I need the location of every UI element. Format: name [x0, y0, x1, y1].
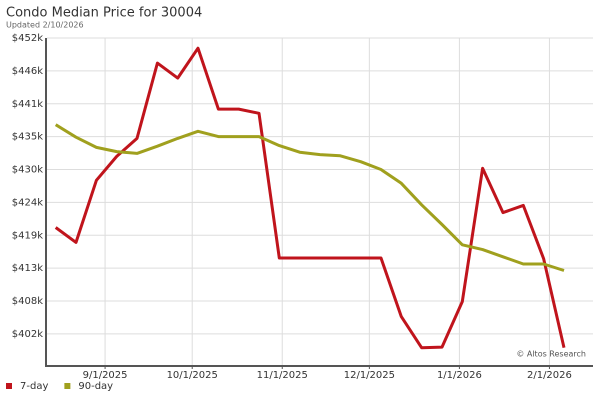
y-tick-label: $413k: [12, 263, 43, 274]
chart-subtitle: Updated 2/10/2026: [6, 21, 84, 30]
x-tick-label: 12/1/2025: [344, 370, 395, 381]
x-tick-label: 9/1/2025: [83, 370, 128, 381]
y-tick-label: $402k: [12, 329, 43, 340]
y-tick-label: $452k: [12, 33, 43, 44]
x-tick-label: 11/1/2025: [257, 370, 308, 381]
credit: © Altos Research: [516, 350, 586, 359]
y-tick-label: $430k: [12, 165, 43, 176]
y-tick-label: $408k: [12, 296, 43, 307]
legend-label: 7-day: [20, 381, 48, 392]
y-tick-label: $419k: [12, 230, 43, 241]
x-tick-label: 1/1/2026: [437, 370, 482, 381]
legend-swatch: [64, 383, 71, 389]
legend-swatch: [6, 383, 12, 389]
legend-label: 90-day: [78, 381, 113, 392]
series-line: [54, 46, 566, 350]
y-tick-label: $446k: [12, 66, 43, 77]
x-tick-label: 2/1/2026: [527, 370, 572, 381]
y-tick-label: $435k: [12, 132, 43, 143]
y-tick-label: $424k: [12, 197, 43, 208]
y-tick-label: $441k: [12, 99, 43, 110]
x-tick-label: 10/1/2025: [167, 370, 218, 381]
chart-title: Condo Median Price for 30004: [6, 6, 202, 21]
series-line: [54, 123, 565, 272]
